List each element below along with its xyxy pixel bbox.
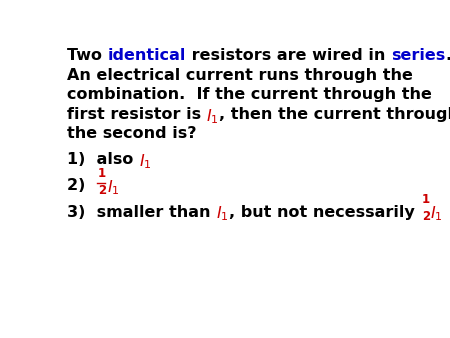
Text: 1)  also: 1) also	[67, 152, 139, 167]
Text: , but not necessarily: , but not necessarily	[229, 204, 420, 219]
Text: the second is?: the second is?	[67, 126, 196, 141]
Text: , then the current through: , then the current through	[219, 107, 450, 122]
Text: 1: 1	[422, 193, 430, 206]
Text: identical: identical	[108, 48, 186, 63]
Text: $I_1$: $I_1$	[216, 204, 229, 223]
Text: 2: 2	[98, 184, 106, 197]
Text: Two: Two	[67, 48, 108, 63]
Text: first resistor is: first resistor is	[67, 107, 207, 122]
Text: $I_1$: $I_1$	[139, 152, 151, 171]
Text: .: .	[445, 48, 450, 63]
Text: resistors are wired in: resistors are wired in	[186, 48, 391, 63]
Text: $I_1$: $I_1$	[430, 204, 443, 223]
Text: 2): 2)	[67, 178, 96, 193]
Text: 2: 2	[422, 210, 430, 223]
Text: 1: 1	[98, 167, 106, 180]
Text: 3)  smaller than: 3) smaller than	[67, 204, 216, 219]
Text: $I_1$: $I_1$	[207, 107, 219, 126]
Text: series: series	[391, 48, 445, 63]
Text: combination.  If the current through the: combination. If the current through the	[67, 88, 432, 102]
Text: $I_1$: $I_1$	[107, 178, 120, 197]
Text: An electrical current runs through the: An electrical current runs through the	[67, 68, 413, 83]
